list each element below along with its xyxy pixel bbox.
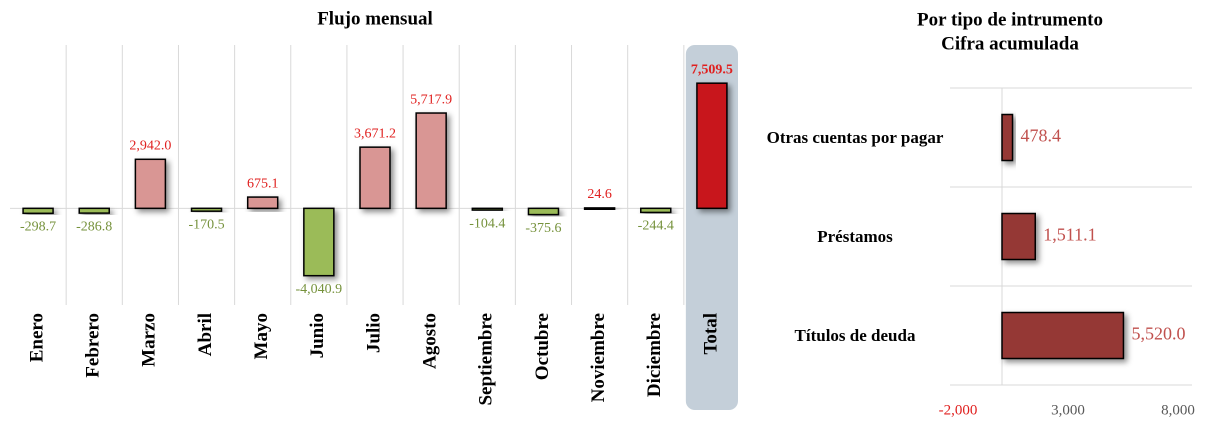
chart-title: Flujo mensual	[317, 8, 433, 29]
value-label: 675.1	[247, 176, 279, 191]
bar	[1001, 113, 1014, 162]
value-label: 7,509.5	[691, 62, 733, 77]
bar	[22, 207, 54, 215]
bar	[415, 112, 447, 210]
value-label: 3,671.2	[354, 126, 396, 141]
x-tick-label: Abril	[195, 313, 216, 356]
chart-title: Por tipo de intrumento	[917, 9, 1103, 30]
bar	[471, 207, 504, 211]
bar	[134, 158, 167, 210]
value-label: -286.8	[76, 219, 112, 234]
bar	[78, 207, 110, 214]
x-tick-label: Total	[700, 313, 721, 355]
value-label: -244.4	[638, 219, 674, 234]
x-tick-label: Marzo	[139, 313, 160, 367]
value-label: -298.7	[20, 220, 56, 235]
value-label: -375.6	[525, 221, 561, 236]
bar	[190, 207, 223, 212]
chart-subtitle: Cifra acumulada	[941, 33, 1079, 54]
bar	[1001, 311, 1125, 360]
value-label: -4,040.9	[296, 282, 343, 297]
category-label: Préstamos	[817, 226, 893, 246]
value-label: -104.4	[469, 216, 505, 231]
x-tick-label: 3,000	[1051, 402, 1085, 418]
value-label: 478.4	[1021, 126, 1062, 146]
category-label: Otras cuentas por pagar	[766, 127, 944, 147]
bar	[583, 207, 616, 211]
value-label: 1,511.1	[1043, 225, 1096, 245]
bar	[303, 207, 335, 277]
value-label: -170.5	[188, 217, 224, 232]
bar	[359, 146, 391, 210]
x-tick-label: Febrero	[83, 313, 104, 378]
bar	[246, 196, 279, 210]
bar	[696, 82, 728, 210]
x-tick-label: Diciembre	[644, 313, 665, 397]
x-tick-label: 8,000	[1161, 402, 1195, 418]
value-label: 5,717.9	[410, 92, 452, 107]
x-tick-label: -2,000	[939, 402, 978, 418]
bar	[640, 207, 672, 214]
x-tick-label: Agosto	[420, 313, 441, 369]
x-tick-label: Octubre	[532, 313, 553, 380]
x-tick-label: Enero	[26, 313, 47, 362]
value-label: 5,520.0	[1131, 324, 1185, 344]
bar	[1001, 212, 1036, 261]
value-label: 2,942.0	[129, 139, 171, 154]
value-label: 24.6	[587, 187, 612, 202]
x-tick-label: Junio	[307, 313, 328, 358]
x-tick-label: Mayo	[251, 313, 272, 359]
x-tick-label: Septiembre	[476, 313, 497, 406]
x-tick-label: Julio	[363, 313, 384, 353]
category-label: Títulos de deuda	[794, 325, 916, 345]
bar	[527, 207, 560, 216]
x-tick-label: Noviembre	[588, 313, 609, 402]
